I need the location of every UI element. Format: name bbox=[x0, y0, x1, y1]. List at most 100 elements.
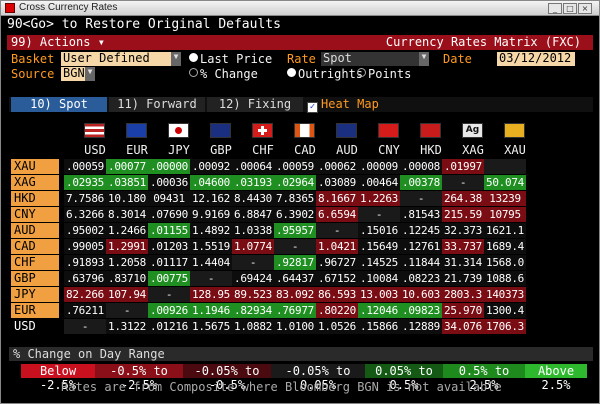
rate-cell[interactable]: 8.3014 bbox=[106, 207, 148, 222]
rate-cell[interactable]: 8.1667 bbox=[316, 191, 358, 206]
rate-cell[interactable]: .01203 bbox=[148, 239, 190, 254]
rate-cell[interactable]: .01155 bbox=[148, 223, 190, 238]
rate-cell[interactable]: .15016 bbox=[358, 223, 400, 238]
rate-cell[interactable]: .15866 bbox=[358, 319, 400, 334]
rate-cell[interactable]: 21.739 bbox=[442, 271, 484, 286]
rate-cell[interactable]: - bbox=[358, 207, 400, 222]
rate-cell[interactable]: 1.5519 bbox=[190, 239, 232, 254]
rate-cell[interactable]: 9.9169 bbox=[190, 207, 232, 222]
close-icon[interactable]: × bbox=[578, 3, 592, 14]
rate-cell[interactable]: 31.314 bbox=[442, 255, 484, 270]
rate-cell[interactable]: .83710 bbox=[106, 271, 148, 286]
row-header-cad[interactable]: CAD bbox=[11, 239, 59, 254]
rate-cell[interactable]: .10084 bbox=[358, 271, 400, 286]
rate-cell[interactable]: .07690 bbox=[148, 207, 190, 222]
rate-cell[interactable]: 1.4404 bbox=[190, 255, 232, 270]
rate-cell[interactable]: 25.970 bbox=[442, 303, 484, 318]
rate-cell[interactable]: 1.0774 bbox=[232, 239, 274, 254]
row-header-usd[interactable]: USD bbox=[14, 319, 36, 333]
rate-cell[interactable]: - bbox=[232, 255, 274, 270]
row-header-cny[interactable]: CNY bbox=[11, 207, 59, 222]
title-bar[interactable]: Cross Currency Rates _ □ × bbox=[1, 1, 599, 16]
row-header-eur[interactable]: EUR bbox=[11, 303, 59, 318]
rate-cell[interactable]: .00775 bbox=[148, 271, 190, 286]
row-header-aud[interactable]: AUD bbox=[11, 223, 59, 238]
rate-cell[interactable]: 8.4430 bbox=[232, 191, 274, 206]
rate-cell[interactable]: 1088.6 bbox=[484, 271, 526, 286]
rate-cell[interactable]: 34.076 bbox=[442, 319, 484, 334]
rate-cell[interactable]: .03089 bbox=[316, 175, 358, 190]
source-dropdown-icon[interactable]: ▼ bbox=[85, 67, 95, 81]
rate-cell[interactable]: 1689.4 bbox=[484, 239, 526, 254]
rate-cell[interactable]: .02964 bbox=[274, 175, 316, 190]
rate-cell[interactable]: .12245 bbox=[400, 223, 442, 238]
basket-select[interactable]: User Defined bbox=[61, 52, 171, 66]
maximize-icon[interactable]: □ bbox=[563, 3, 577, 14]
rate-cell[interactable]: .92817 bbox=[274, 255, 316, 270]
rate-cell[interactable]: .00059 bbox=[64, 159, 106, 174]
rate-cell[interactable]: 6.3266 bbox=[64, 207, 106, 222]
rate-cell[interactable]: 50.074 bbox=[484, 175, 526, 190]
rate-cell[interactable]: 1.0882 bbox=[232, 319, 274, 334]
rate-cell[interactable]: .63796 bbox=[64, 271, 106, 286]
rate-cell[interactable]: .82934 bbox=[232, 303, 274, 318]
rate-select[interactable]: Spot bbox=[321, 52, 419, 66]
rate-cell[interactable]: .04600 bbox=[190, 175, 232, 190]
rate-cell[interactable]: .08223 bbox=[400, 271, 442, 286]
rate-cell[interactable]: 33.737 bbox=[442, 239, 484, 254]
rate-cell[interactable]: .03851 bbox=[106, 175, 148, 190]
rate-cell[interactable]: 1568.0 bbox=[484, 255, 526, 270]
rate-cell[interactable]: 82.266 bbox=[64, 287, 106, 302]
rate-cell[interactable]: .14525 bbox=[358, 255, 400, 270]
rate-cell[interactable]: 107.94 bbox=[106, 287, 148, 302]
rate-cell[interactable]: 6.8847 bbox=[232, 207, 274, 222]
source-select[interactable]: BGN bbox=[61, 66, 85, 81]
rate-cell[interactable]: - bbox=[148, 287, 190, 302]
rate-cell[interactable]: .00464 bbox=[358, 175, 400, 190]
rate-cell[interactable]: .09823 bbox=[400, 303, 442, 318]
rate-cell[interactable]: 12.162 bbox=[190, 191, 232, 206]
rate-cell[interactable]: 1.0526 bbox=[316, 319, 358, 334]
rate-cell[interactable]: .15649 bbox=[358, 239, 400, 254]
points-radio[interactable]: Points bbox=[357, 67, 411, 81]
rate-cell[interactable]: 10.603 bbox=[400, 287, 442, 302]
rate-cell[interactable]: .03193 bbox=[232, 175, 274, 190]
rate-cell[interactable]: 1.2058 bbox=[106, 255, 148, 270]
rate-cell[interactable]: - bbox=[190, 271, 232, 286]
row-header-jpy[interactable]: JPY bbox=[11, 287, 59, 302]
row-header-gbp[interactable]: GBP bbox=[11, 271, 59, 286]
rate-cell[interactable]: - bbox=[64, 319, 106, 334]
row-header-hkd[interactable]: HKD bbox=[11, 191, 59, 206]
rate-cell[interactable]: .00378 bbox=[400, 175, 442, 190]
pct-change-radio[interactable]: % Change bbox=[189, 67, 258, 81]
rate-cell[interactable]: 1.0421 bbox=[316, 239, 358, 254]
rate-cell[interactable]: 13.003 bbox=[358, 287, 400, 302]
rate-cell[interactable]: .11844 bbox=[400, 255, 442, 270]
rate-cell[interactable]: .00059 bbox=[274, 159, 316, 174]
heat-map-checkbox[interactable]: ✓ Heat Map bbox=[307, 97, 379, 113]
rate-cell[interactable]: .12889 bbox=[400, 319, 442, 334]
rate-cell[interactable]: 6.6594 bbox=[316, 207, 358, 222]
rate-cell[interactable]: .00077 bbox=[106, 159, 148, 174]
tab-forward[interactable]: 11) Forward bbox=[109, 97, 205, 112]
rate-cell[interactable]: 1.5675 bbox=[190, 319, 232, 334]
outrights-radio[interactable]: Outrights bbox=[287, 67, 363, 81]
rate-cell[interactable]: .01117 bbox=[148, 255, 190, 270]
rate-cell[interactable]: 7.8365 bbox=[274, 191, 316, 206]
rate-cell[interactable]: 1.1946 bbox=[190, 303, 232, 318]
rate-cell[interactable]: 2803.3 bbox=[442, 287, 484, 302]
rate-cell[interactable]: - bbox=[442, 175, 484, 190]
rate-cell[interactable]: 7.7586 bbox=[64, 191, 106, 206]
row-header-xau[interactable]: XAU bbox=[11, 159, 59, 174]
rate-cell[interactable]: 13239 bbox=[484, 191, 526, 206]
rate-cell[interactable]: 128.95 bbox=[190, 287, 232, 302]
rate-cell[interactable]: .00926 bbox=[148, 303, 190, 318]
last-price-radio[interactable]: Last Price bbox=[189, 52, 272, 66]
basket-dropdown-icon[interactable]: ▼ bbox=[171, 52, 181, 66]
rate-cell[interactable]: - bbox=[400, 191, 442, 206]
rate-cell[interactable]: .80220 bbox=[316, 303, 358, 318]
rate-cell[interactable]: 1.3122 bbox=[106, 319, 148, 334]
rate-cell[interactable]: .00008 bbox=[400, 159, 442, 174]
rate-cell[interactable]: .76977 bbox=[274, 303, 316, 318]
rate-cell[interactable]: .91893 bbox=[64, 255, 106, 270]
